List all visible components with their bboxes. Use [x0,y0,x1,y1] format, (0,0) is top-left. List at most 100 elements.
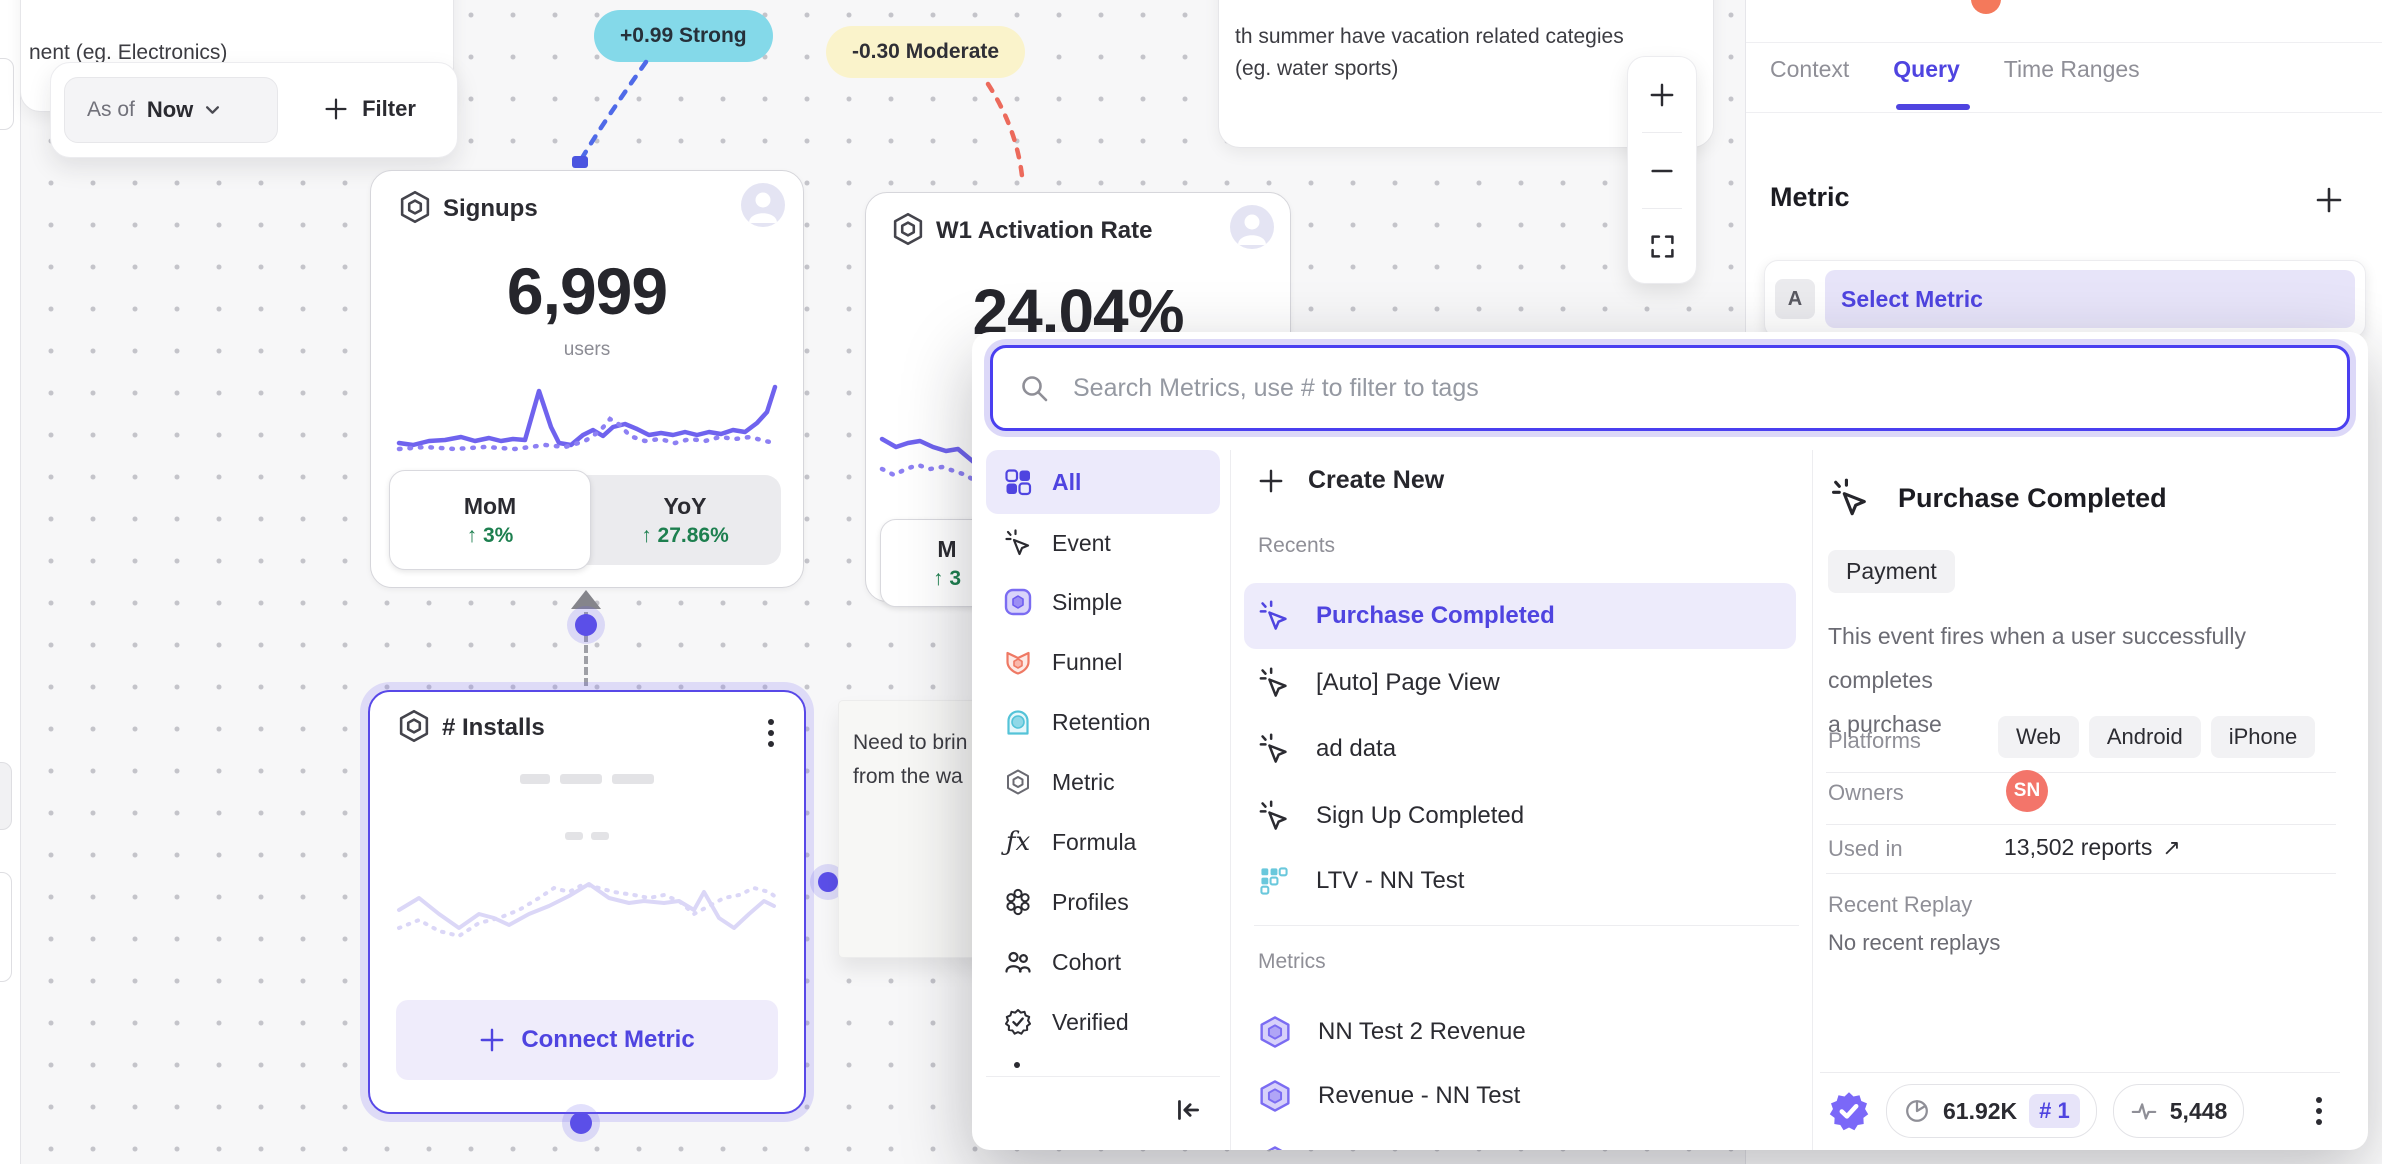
correlation-moderate-label: -0.30 Moderate [852,40,1000,63]
volume-pill[interactable]: 61.92K # 1 [1886,1084,2097,1138]
category-label: Profiles [1052,888,1129,915]
detail-header: Purchase Completed [1830,478,2167,518]
toggle-yoy[interactable]: YoY ↑ 27.86% [589,475,781,565]
used-in-value-row[interactable]: 13,502 reports ↗ [2004,834,2181,861]
category-all[interactable]: All [986,450,1220,514]
plus-icon [1258,468,1284,494]
left-edge-notch [0,872,12,982]
category-label: Simple [1052,588,1123,615]
metric-hexagon-icon [890,211,926,247]
card-connector-handle[interactable] [572,156,588,168]
tag-payment[interactable]: Payment [1828,550,1955,593]
collapse-panel-icon[interactable] [1172,1094,1204,1126]
recent-item-label: ad data [1316,735,1397,762]
select-metric-field[interactable]: Select Metric [1825,270,2355,328]
divider [1812,450,1813,1150]
as-of-dropdown[interactable]: As of Now [64,77,278,143]
metric-hexagon-icon [397,189,433,225]
search-input[interactable] [1071,372,2321,404]
tab-time-ranges[interactable]: Time Ranges [2003,56,2140,82]
as-of-label: As of [87,98,135,121]
metric-item-label: Revenue - NN Test [1318,1082,1521,1109]
platform-iphone[interactable]: iPhone [2210,716,2316,758]
divider [1642,132,1682,133]
connector-arrow [571,590,601,609]
ghost-sparkline [397,881,778,939]
toggle-yoy-delta: ↑ 27.86% [641,523,729,547]
correlation-strong-label: +0.99 Strong [620,24,747,47]
category-event[interactable]: Event [986,513,1220,573]
event-icon [1258,667,1290,699]
connector-dot[interactable] [575,614,597,636]
owners-label: Owners [1828,780,1904,805]
left-edge-notch [0,762,12,830]
metric-hexagon-icon [396,708,432,744]
metric-item-label: NN Test 2 Revenue [1318,1018,1526,1045]
notification-dot [1971,0,2001,14]
card-menu-button[interactable] [768,714,774,752]
category-verified[interactable]: Verified [986,992,1220,1052]
signups-card[interactable]: Signups 6,999 users MoM ↑ 3% YoY ↑ 27.86… [370,170,804,588]
category-label: Formula [1052,828,1137,855]
owner-avatar[interactable]: SN [2006,770,2048,812]
recent-item-sign-up-completed[interactable]: Sign Up Completed [1244,783,1796,849]
create-new-label: Create New [1308,466,1445,494]
category-formula[interactable]: ƒx Formula [986,812,1220,872]
connector-dot[interactable] [570,1112,592,1134]
toggle-mom-delta: ↑ 3% [466,523,514,547]
divider [1642,208,1682,209]
detail-menu-button[interactable] [2316,1092,2322,1130]
minus-icon [1649,158,1675,184]
toggle-mom[interactable]: MoM ↑ 3% [389,470,591,570]
sticky-note-line1: Need to brin [853,731,968,754]
filter-button[interactable]: Filter [295,77,445,141]
platforms-label: Platforms [1828,728,1921,753]
fit-screen-button[interactable] [1628,209,1696,284]
active-tab-underline [1896,104,1970,110]
grid-icon [1004,468,1032,496]
sidebar-tabs: Context Query Time Ranges [1770,56,2140,83]
installs-card[interactable]: # Installs Connect Metric [368,690,806,1114]
category-cohort[interactable]: Cohort [986,932,1220,992]
metric-item-revenue-nn-test[interactable]: Revenue - NN Test [1244,1063,1796,1129]
zoom-in-button[interactable] [1628,57,1696,132]
correlation-badge-strong[interactable]: +0.99 Strong [594,10,773,62]
platform-android[interactable]: Android [2088,716,2201,758]
category-profiles[interactable]: Profiles [986,872,1220,932]
metric-clause-row[interactable]: A Select Metric [1764,260,2366,338]
recents-header: Recents [1258,534,1336,557]
funnel-icon [1004,648,1032,676]
metric-value: 6,999 [506,254,668,328]
category-retention[interactable]: Retention [986,692,1220,752]
connect-metric-button[interactable]: Connect Metric [396,1000,778,1080]
metric-item-clipped[interactable] [1244,1129,1796,1150]
platform-chips: Web Android iPhone [1998,716,2316,758]
zoom-out-button[interactable] [1628,133,1696,208]
create-new-button[interactable]: Create New [1258,466,1444,495]
divider [986,1076,1220,1077]
category-metric[interactable]: Metric [986,752,1220,812]
recent-item-auto-page-view[interactable]: [Auto] Page View [1244,650,1796,716]
recent-item-ltv-nn-test[interactable]: LTV - NN Test [1244,848,1796,914]
recent-item-label: Purchase Completed [1316,602,1555,629]
connector-dot[interactable] [818,872,838,892]
tab-query[interactable]: Query [1893,56,1960,82]
correlation-badge-moderate[interactable]: -0.30 Moderate [826,26,1026,78]
recent-item-purchase-completed[interactable]: Purchase Completed [1244,583,1796,649]
tab-context[interactable]: Context [1770,56,1850,82]
metric-search[interactable] [990,345,2350,431]
as-of-value: Now [146,97,194,122]
divider [1826,873,2336,874]
add-metric-button[interactable] [2315,186,2343,214]
queries-pill[interactable]: 5,448 [2112,1084,2245,1138]
detail-title: Purchase Completed [1898,482,2167,513]
category-funnel[interactable]: Funnel [986,632,1220,692]
metric-item-nn-test-2-revenue[interactable]: NN Test 2 Revenue [1244,999,1796,1065]
recent-item-ad-data[interactable]: ad data [1244,716,1796,782]
person-icon [741,183,785,227]
toggle-yoy-label: YoY [663,492,707,519]
divider [1826,772,2336,773]
platform-web[interactable]: Web [1998,716,2079,758]
category-simple[interactable]: Simple [986,572,1220,632]
